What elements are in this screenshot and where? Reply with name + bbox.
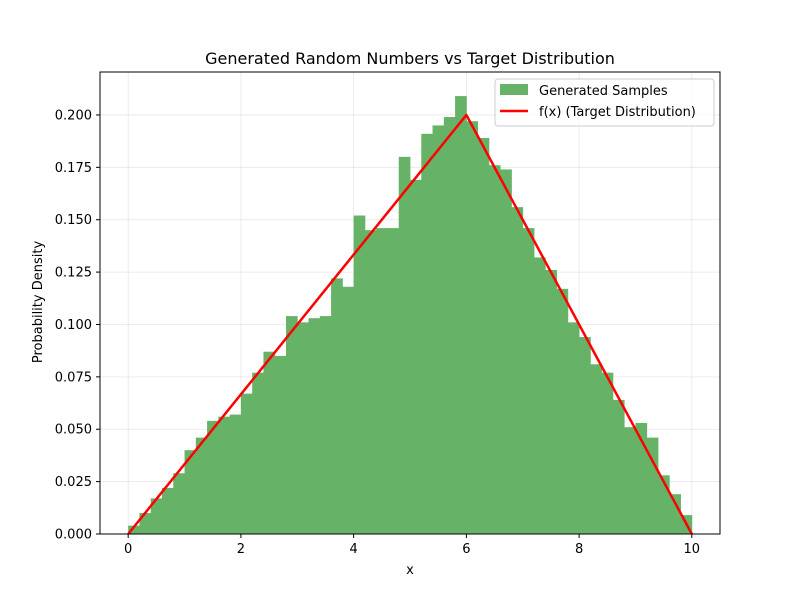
histogram-bar [466, 121, 479, 534]
histogram-bar [184, 450, 197, 534]
histogram-bar [421, 133, 433, 535]
histogram-bar [635, 422, 648, 534]
histogram-bar [150, 498, 163, 534]
x-tick-label: 4 [349, 542, 357, 557]
histogram-bar [646, 437, 659, 534]
histogram-bar [398, 156, 411, 534]
target-distribution-line [127, 113, 693, 535]
histogram-bar [139, 513, 152, 534]
y-tick-label: 0.050 [55, 423, 92, 438]
histogram-bar [229, 414, 242, 534]
x-tick-label: 10 [684, 542, 701, 557]
y-tick-label: 0.025 [55, 475, 92, 490]
x-tick-label: 2 [237, 542, 245, 557]
histogram-bar [308, 318, 321, 534]
histogram-bar [240, 393, 253, 534]
histogram-bar [331, 278, 343, 534]
histogram-bar [488, 165, 501, 534]
histogram-bar [353, 215, 366, 534]
histogram-bar [376, 228, 388, 534]
histogram-bar [612, 399, 625, 534]
legend-box [494, 78, 715, 127]
histogram-bar [342, 286, 355, 534]
histogram-bar [545, 270, 557, 534]
y-tick-label: 0.000 [55, 528, 92, 543]
x-tick-label: 8 [575, 542, 583, 557]
histogram-bar [319, 316, 332, 534]
histogram-bar [477, 138, 490, 534]
histogram-bar [410, 179, 422, 534]
y-axis: 0.000 0.025 0.050 0.075 0.100 0.125 0.150 0.175… [55, 108, 100, 543]
histogram-bar [162, 487, 174, 534]
histogram-bar [387, 228, 400, 534]
y-tick-label: 0.200 [55, 108, 92, 123]
y-tick-label: 0.150 [55, 213, 92, 228]
histogram-bar [669, 494, 681, 534]
histogram-bar [624, 427, 636, 534]
histogram-bar [590, 364, 603, 534]
histogram-bar [500, 169, 512, 534]
x-tick-label: 0 [124, 542, 132, 557]
legend-swatch-generated-samples [500, 84, 528, 95]
histogram-bar [579, 337, 591, 534]
histogram-bar [128, 525, 140, 534]
legend-label-target-distribution: f(x) (Target Distribution) [539, 105, 696, 120]
histogram-bar [218, 416, 231, 534]
histogram-bar [455, 96, 467, 534]
histogram-bars [128, 96, 693, 535]
histogram-bar [297, 322, 309, 534]
histogram-bar [556, 288, 569, 534]
y-axis-label: Probability Density [31, 241, 46, 364]
y-tick-label: 0.175 [55, 161, 92, 176]
y-tick-label: 0.125 [55, 266, 92, 281]
histogram-bar [195, 437, 208, 534]
histogram-bar [511, 207, 524, 534]
histogram-bar [286, 316, 298, 534]
target-line-layer [127, 113, 693, 535]
legend: Generated Samples f(x) (Target Distribut… [494, 78, 715, 127]
histogram-bar [252, 372, 264, 534]
histogram-bar [263, 351, 276, 534]
histogram-bar [522, 228, 535, 534]
legend-label-generated-samples: Generated Samples [539, 84, 668, 99]
histogram-bar [173, 473, 185, 534]
histogram-bar [658, 475, 670, 534]
x-tick-label: 6 [462, 542, 470, 557]
y-tick-label: 0.100 [55, 318, 92, 333]
x-axis-label: x [406, 563, 414, 578]
histogram-bar [601, 372, 614, 534]
plot-frame [99, 71, 721, 535]
histogram-bar [443, 117, 456, 535]
histogram-bar [364, 230, 377, 534]
histogram-bar [432, 125, 445, 534]
histogram-bar [534, 257, 546, 534]
x-axis: 0 2 4 6 8 10 [124, 534, 700, 557]
y-tick-label: 0.075 [55, 370, 92, 385]
histogram-bar [207, 420, 219, 534]
histogram-bar [274, 355, 287, 534]
histogram-bar [567, 322, 580, 534]
chart-title: Generated Random Numbers vs Target Distr… [205, 49, 615, 68]
